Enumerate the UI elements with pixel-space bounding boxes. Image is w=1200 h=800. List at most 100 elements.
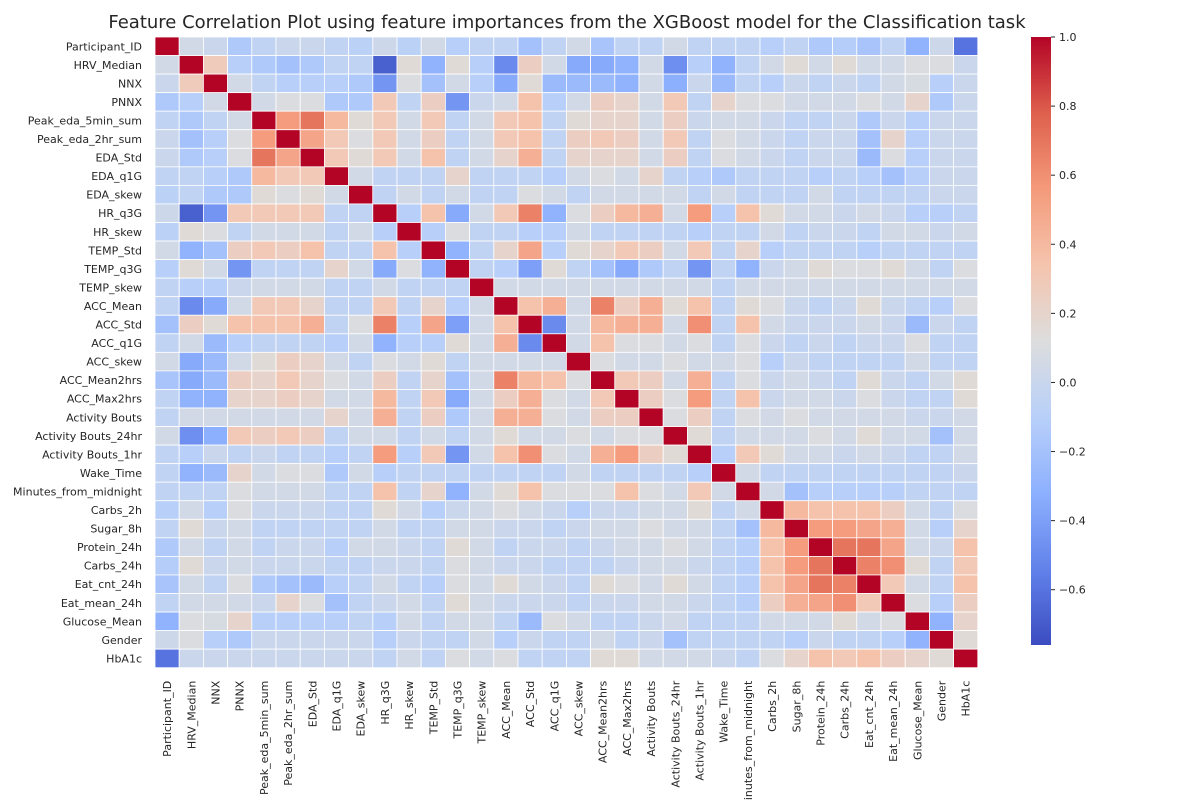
heatmap-cell [348, 73, 374, 94]
heatmap-cell [469, 370, 495, 390]
heatmap-cell [614, 426, 640, 446]
heatmap-cell [662, 259, 688, 279]
heatmap-cell [420, 166, 446, 186]
heatmap-cell [275, 166, 301, 186]
heatmap-cell [154, 500, 180, 520]
heatmap-cell [904, 92, 930, 112]
heatmap-cell [348, 314, 374, 335]
heatmap-cell [880, 593, 906, 613]
heatmap-cell [517, 444, 543, 465]
heatmap-cell [759, 407, 785, 427]
x-tick-label: Peak_eda_5min_sum [258, 681, 271, 795]
heatmap-cell [420, 537, 446, 557]
heatmap-cell [517, 277, 543, 298]
heatmap-cell [687, 426, 713, 446]
y-tick-label: Peak_eda_2hr_sum [37, 133, 142, 146]
heatmap-cell [880, 166, 906, 186]
heatmap-cell [735, 55, 761, 75]
heatmap-cell [154, 426, 180, 446]
heatmap-cell [372, 222, 398, 242]
heatmap-cell [444, 277, 470, 298]
heatmap-cell [323, 611, 349, 631]
heatmap-cell [711, 370, 737, 390]
heatmap-cell [662, 129, 688, 149]
heatmap-cell [227, 630, 253, 650]
heatmap-cell [251, 222, 277, 242]
heatmap-cell [929, 537, 955, 557]
heatmap-cell [154, 222, 180, 242]
heatmap-cell [832, 55, 858, 75]
heatmap-cell [880, 500, 906, 520]
x-tick-label: HRV_Median [185, 681, 198, 749]
heatmap-cell [759, 630, 785, 650]
heatmap-cell [178, 55, 204, 75]
heatmap-cell [323, 630, 349, 650]
heatmap-cell [444, 463, 470, 483]
heatmap-cell [953, 593, 979, 613]
heatmap-cell [929, 259, 955, 279]
colorbar-tick-label: −0.6 [1059, 584, 1086, 597]
heatmap-cell [444, 314, 470, 335]
heatmap-cell [251, 333, 277, 353]
heatmap-cell [711, 92, 737, 112]
heatmap-cell [372, 129, 398, 149]
heatmap-cell [759, 611, 785, 631]
heatmap-cell [566, 611, 592, 631]
heatmap-cell [517, 222, 543, 242]
heatmap-cell [711, 537, 737, 557]
heatmap-cell [348, 537, 374, 557]
x-tick-label: Glucose_Mean [911, 681, 924, 760]
heatmap-cell [348, 444, 374, 465]
heatmap-cell [566, 296, 592, 316]
heatmap-cell [953, 166, 979, 186]
heatmap-cell [275, 259, 301, 279]
y-tick-label: TEMP_Std [87, 244, 142, 257]
heatmap-cell [638, 184, 664, 205]
x-tick-label: ACC_q1G [548, 681, 561, 732]
heatmap-cell [735, 184, 761, 205]
heatmap-cell [638, 444, 664, 465]
heatmap-cell [469, 333, 495, 353]
heatmap-cell [832, 611, 858, 631]
heatmap-cell [904, 351, 930, 372]
heatmap-cell [154, 259, 180, 279]
heatmap-cell [783, 240, 809, 261]
heatmap-cell [904, 426, 930, 446]
y-tick-label: ACC_Mean2hrs [60, 374, 143, 387]
x-tick-label: Protein_24h [815, 681, 828, 746]
y-tick-label: Activity Bouts_24hr [35, 430, 142, 443]
heatmap-cell [662, 222, 688, 242]
heatmap-cell [759, 518, 785, 539]
heatmap-cell [275, 110, 301, 131]
heatmap-cell [662, 444, 688, 465]
heatmap-cell [566, 314, 592, 335]
heatmap-cell [178, 407, 204, 427]
heatmap-cell [275, 370, 301, 390]
heatmap-cell [348, 500, 374, 520]
heatmap-cell [227, 277, 253, 298]
heatmap-cell [493, 444, 519, 465]
heatmap-cell [687, 92, 713, 112]
heatmap-cell [687, 481, 713, 502]
heatmap-cell [687, 147, 713, 168]
heatmap-cell [783, 537, 809, 557]
heatmap-cell [348, 92, 374, 112]
heatmap-cell [953, 611, 979, 631]
heatmap-cell [178, 444, 204, 465]
heatmap-cell [299, 110, 325, 131]
heatmap-cell [348, 259, 374, 279]
heatmap-cell [372, 593, 398, 613]
heatmap-cell [566, 166, 592, 186]
heatmap-cell [323, 537, 349, 557]
heatmap-cell [638, 147, 664, 168]
heatmap-cell [178, 92, 204, 112]
heatmap-cell [904, 222, 930, 242]
heatmap-cell [566, 463, 592, 483]
heatmap-cell [396, 166, 422, 186]
heatmap-cell [396, 314, 422, 335]
x-tick-label: ACC_Std [524, 681, 537, 727]
heatmap-cell [808, 537, 834, 557]
heatmap-cell [953, 389, 979, 409]
x-tick-label: Activity Bouts_1hr [694, 680, 707, 780]
heatmap-cell [178, 203, 204, 223]
